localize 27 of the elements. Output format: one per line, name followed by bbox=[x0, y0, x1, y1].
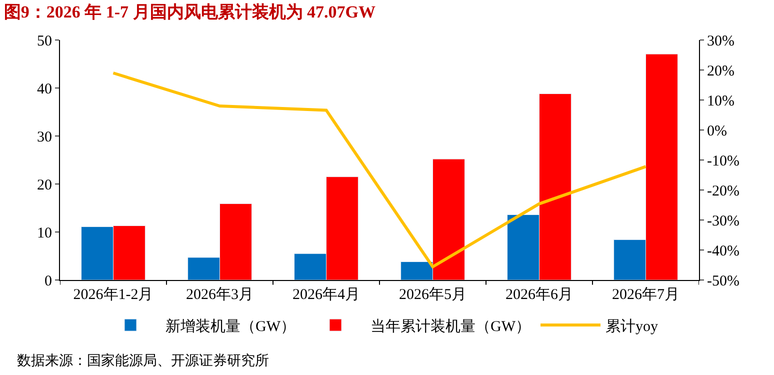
legend-label: 新增装机量（GW） bbox=[166, 318, 296, 335]
y-tick-label: 20 bbox=[37, 177, 52, 194]
x-tick-label: 2026年1-2月 bbox=[73, 286, 154, 303]
y-tick-label: 0 bbox=[44, 273, 52, 290]
y-tick-label: 10 bbox=[37, 225, 52, 242]
x-tick-label: 2026年3月 bbox=[186, 286, 254, 303]
x-tick-label: 2026年4月 bbox=[292, 286, 360, 303]
x-tick-label: 2026年7月 bbox=[612, 286, 680, 303]
source-note: 数据来源：国家能源局、开源证券研究所 bbox=[17, 353, 269, 369]
x-tick-label: 2026年5月 bbox=[399, 286, 466, 303]
chart-title: 图9：2026 年 1-7 月国内风电累计装机为 47.07GW bbox=[4, 2, 376, 22]
legend-label: 累计yoy bbox=[606, 318, 658, 335]
y2-tick-label: 0% bbox=[707, 123, 727, 140]
y-tick-label: 30 bbox=[37, 129, 52, 146]
y2-tick-label: 20% bbox=[707, 63, 734, 80]
y-tick-label: 50 bbox=[37, 33, 52, 50]
y-tick-label: 40 bbox=[37, 81, 52, 98]
x-tick-label: 2026年6月 bbox=[506, 286, 573, 303]
y2-tick-label: 30% bbox=[707, 33, 734, 50]
y2-tick-label: -50% bbox=[707, 273, 740, 290]
y2-tick-label: -30% bbox=[707, 213, 740, 230]
y2-tick-label: -10% bbox=[707, 153, 740, 170]
line-series bbox=[112, 72, 648, 268]
y2-tick-label: 10% bbox=[707, 93, 734, 110]
y2-tick-label: -40% bbox=[707, 243, 740, 260]
y2-tick-label: -20% bbox=[707, 183, 740, 200]
legend-label: 当年累计装机量（GW） bbox=[370, 318, 530, 335]
